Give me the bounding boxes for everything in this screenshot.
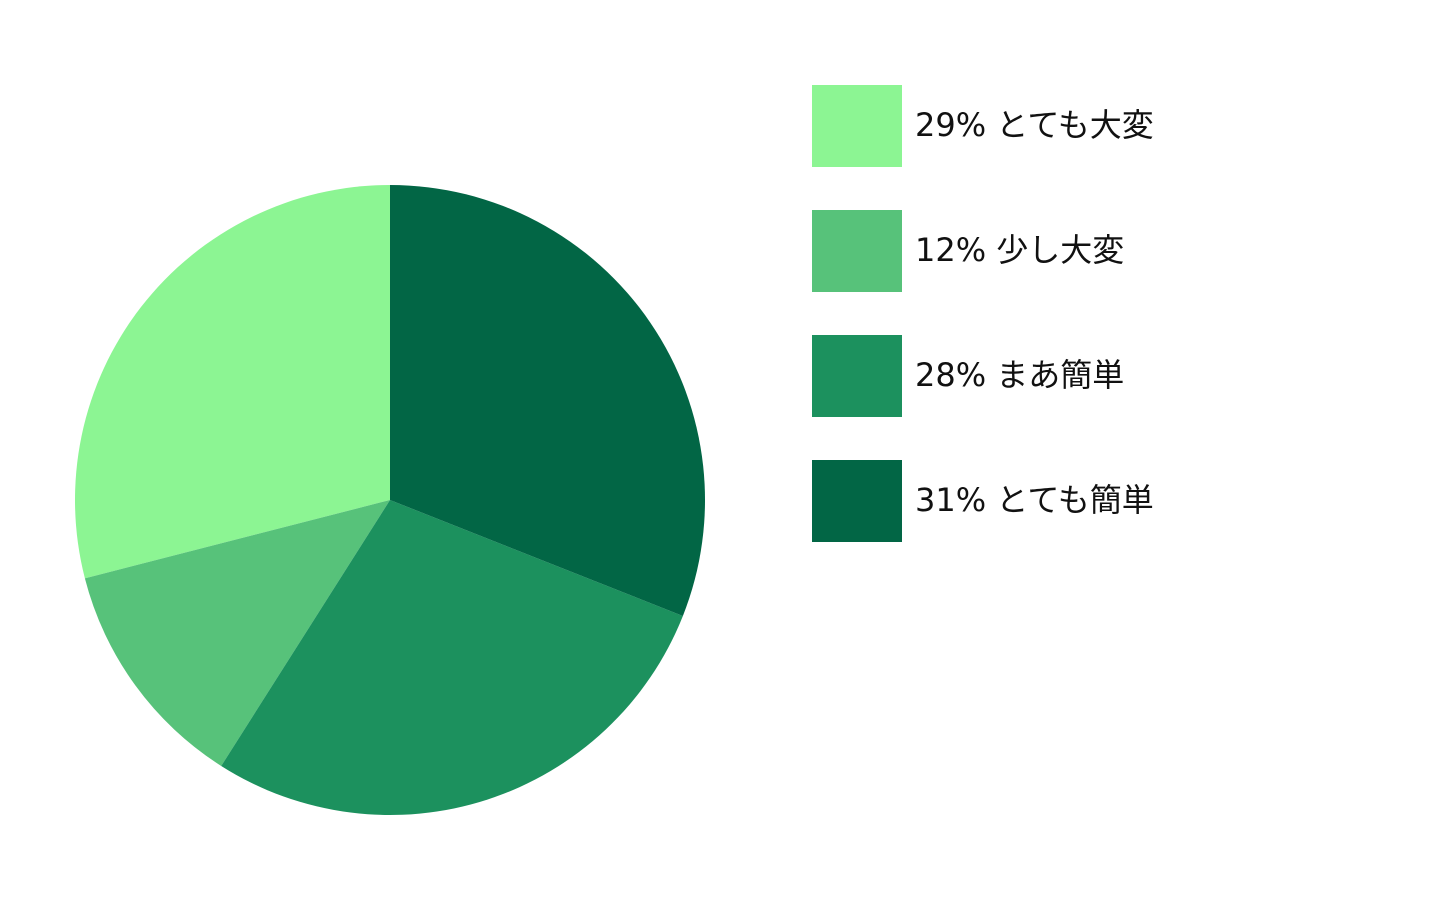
legend-label: 31% とても簡単 [915,481,1154,519]
pie-slice [221,500,683,815]
legend-label: 29% とても大変 [915,106,1154,144]
pie-slice [74,185,390,579]
pie-slice [84,500,390,766]
legend-label: 12% 少し大変 [915,231,1124,269]
legend-swatch [812,460,902,542]
legend-swatch [812,210,902,292]
legend-swatch [812,335,902,417]
legend-swatch [812,85,902,167]
pie-slice [390,185,705,616]
legend-label: 28% まあ簡単 [915,356,1124,394]
